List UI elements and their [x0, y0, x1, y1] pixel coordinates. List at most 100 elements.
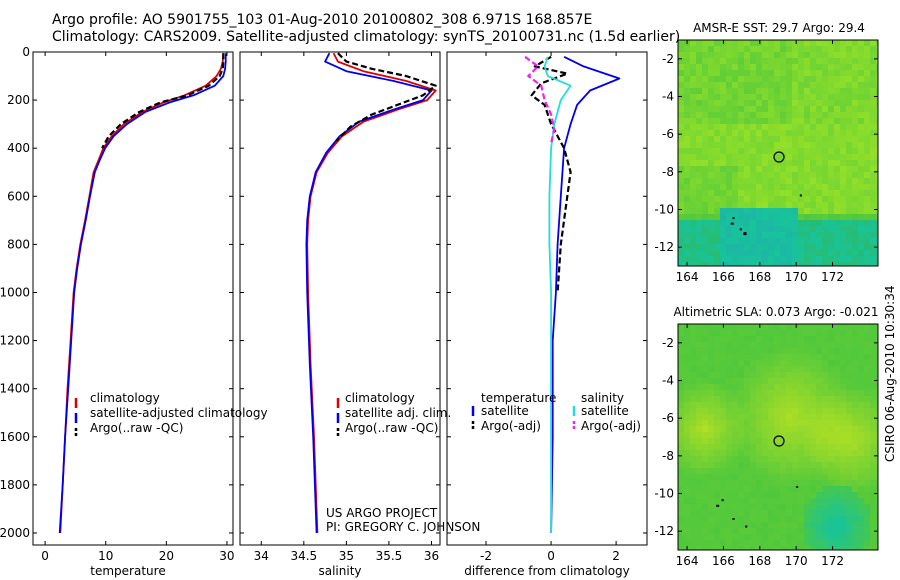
map-cell	[780, 426, 787, 433]
map-cell	[744, 112, 751, 119]
map-cell	[750, 88, 757, 95]
map-cell	[864, 426, 871, 433]
map-cell	[708, 184, 715, 191]
map-cell	[792, 408, 799, 415]
map-cell	[810, 232, 817, 239]
map-cell	[756, 390, 763, 397]
map-cell	[876, 420, 878, 427]
map-cell	[690, 112, 697, 119]
map-cell	[720, 444, 727, 451]
map-cell	[798, 136, 805, 143]
map-cell	[840, 184, 847, 191]
map-cell	[708, 498, 715, 505]
map-cell	[744, 450, 751, 457]
map-cell	[810, 262, 817, 266]
map-cell	[720, 244, 727, 251]
map-cell	[690, 402, 697, 409]
map-cell	[858, 438, 865, 445]
map-cell	[798, 70, 805, 77]
map-cell	[864, 64, 871, 71]
map-cell	[858, 226, 865, 233]
map-cell	[822, 432, 829, 439]
map-cell	[864, 414, 871, 421]
map-cell	[810, 100, 817, 107]
map-cell	[684, 124, 691, 131]
map-cell	[690, 124, 697, 131]
map-cell	[702, 238, 709, 245]
map-cell	[816, 420, 823, 427]
map-cell	[864, 336, 871, 343]
map-cell	[744, 94, 751, 101]
map-cell	[870, 244, 877, 251]
map-cell	[852, 378, 859, 385]
map-cell	[768, 342, 775, 349]
map-cell	[828, 82, 835, 89]
map-cell	[690, 456, 697, 463]
map-cell	[846, 214, 853, 221]
map-cell	[786, 250, 793, 257]
map-cell	[714, 390, 721, 397]
map-cell	[858, 238, 865, 245]
map-cell	[876, 534, 878, 541]
temperature-legend: climatology satellite-adjusted climatolo…	[74, 391, 268, 438]
map-cell	[822, 438, 829, 445]
map-cell	[774, 366, 781, 373]
map-cell	[810, 324, 817, 331]
map-cell	[816, 136, 823, 143]
map-cell	[678, 396, 685, 403]
map-cell	[732, 366, 739, 373]
y-tick-label: -6	[662, 411, 674, 425]
map-cell	[720, 154, 727, 161]
map-cell	[804, 94, 811, 101]
map-cell	[786, 456, 793, 463]
map-cell	[684, 396, 691, 403]
map-cell	[708, 522, 715, 529]
map-cell	[738, 426, 745, 433]
map-cell	[816, 190, 823, 197]
map-cell	[714, 178, 721, 185]
map-cell	[726, 226, 733, 233]
map-cell	[684, 58, 691, 65]
map-cell	[846, 94, 853, 101]
map-cell	[780, 232, 787, 239]
map-cell	[678, 438, 685, 445]
map-cell	[780, 142, 787, 149]
map-cell	[870, 378, 877, 385]
map-cell	[786, 94, 793, 101]
map-cell	[744, 414, 751, 421]
map-cell	[714, 420, 721, 427]
map-cell	[804, 450, 811, 457]
map-cell	[864, 214, 871, 221]
map-cell	[804, 426, 811, 433]
map-cell	[690, 444, 697, 451]
map-cell	[696, 432, 703, 439]
map-cell	[678, 190, 685, 197]
map-cell	[876, 450, 878, 457]
y-tick-label: 400	[7, 141, 30, 155]
map-cell	[702, 172, 709, 179]
map-cell	[840, 366, 847, 373]
map-cell	[738, 196, 745, 203]
map-cell	[714, 438, 721, 445]
map-cell	[816, 130, 823, 137]
map-cell	[750, 378, 757, 385]
map-cell	[864, 534, 871, 541]
map-cell	[714, 112, 721, 119]
map-cell	[702, 202, 709, 209]
map-cell	[858, 172, 865, 179]
map-cell	[768, 450, 775, 457]
map-cell	[762, 238, 769, 245]
map-cell	[738, 456, 745, 463]
map-cell	[780, 414, 787, 421]
map-cell	[738, 492, 745, 499]
map-cell	[768, 250, 775, 257]
map-cell	[786, 214, 793, 221]
map-cell	[708, 450, 715, 457]
map-cell	[792, 238, 799, 245]
map-cell	[696, 336, 703, 343]
map-cell	[780, 510, 787, 517]
map-cell	[828, 498, 835, 505]
map-cell	[858, 46, 865, 53]
map-cell	[864, 324, 871, 331]
map-cell	[876, 348, 878, 355]
